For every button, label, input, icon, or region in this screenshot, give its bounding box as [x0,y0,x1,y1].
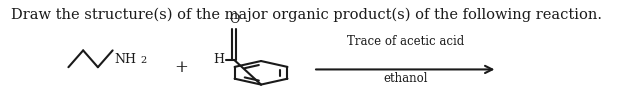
Text: ethanol: ethanol [383,72,427,85]
Text: +: + [175,59,189,76]
Text: 2: 2 [140,56,146,65]
Text: NH: NH [114,53,136,66]
Text: Draw the structure(s) of the major organic product(s) of the following reaction.: Draw the structure(s) of the major organ… [11,8,601,22]
Text: Trace of acetic acid: Trace of acetic acid [347,35,464,48]
Text: H: H [214,53,225,66]
Text: O: O [229,13,239,26]
